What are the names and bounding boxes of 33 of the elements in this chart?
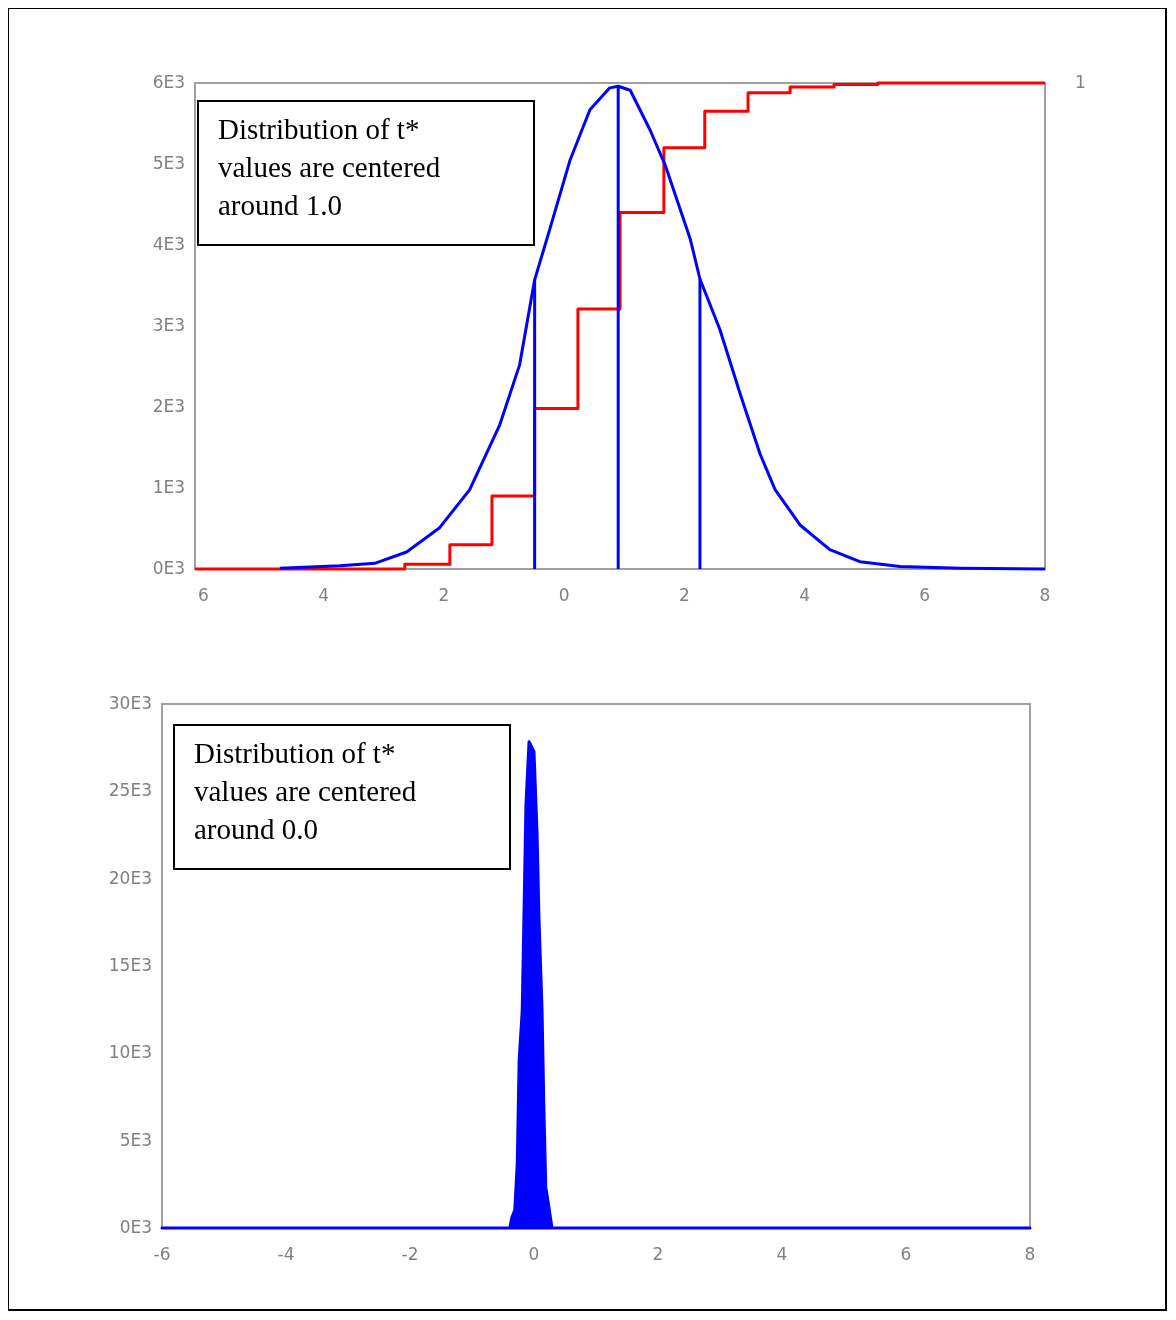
x-tick-label: 4 — [799, 585, 810, 605]
x-tick-label: 2 — [438, 585, 450, 605]
x-tick-label: 6 — [919, 585, 931, 605]
y-tick-label: 20E3 — [108, 867, 152, 888]
x-tick-label: 8 — [1039, 585, 1051, 605]
x-tick-label: 8 — [1024, 1244, 1036, 1264]
x-tick-label: 2 — [652, 1244, 664, 1264]
y-tick-label: 0E3 — [119, 1217, 152, 1237]
y-tick-label: 1E3 — [152, 477, 185, 497]
y-tick-label: 4E3 — [152, 234, 185, 254]
x-tick-label: 0 — [558, 585, 570, 605]
x-tick-label: 4 — [318, 585, 330, 605]
y-tick-label: 3E3 — [152, 315, 185, 335]
x-tick-label: -2 — [401, 1244, 419, 1264]
y-tick-label: 5E3 — [119, 1129, 152, 1150]
x-tick-label: 0 — [528, 1244, 540, 1264]
x-tick-label: 2 — [678, 585, 690, 605]
y-tick-label: 25E3 — [108, 780, 152, 801]
x-tick-label: -4 — [277, 1244, 295, 1264]
annotation: Distribution of t* values are centered around 0.0 — [194, 737, 417, 845]
y-tick-label: 5E3 — [152, 153, 185, 173]
x-tick-label: 6 — [198, 585, 209, 605]
y-tick-label: 2E3 — [152, 396, 185, 416]
annotation: Distribution of t* values are centered around 1.0 — [218, 113, 441, 221]
y-tick-label: 15E3 — [108, 955, 152, 975]
y-tick-label: 30E3 — [108, 693, 152, 713]
y-tick-label: 0E3 — [152, 558, 185, 578]
x-tick-label: -6 — [153, 1244, 171, 1264]
text: 1 — [1075, 72, 1086, 92]
y-tick-label: 10E3 — [108, 1042, 152, 1063]
y-tick-label: 6E3 — [152, 72, 185, 92]
x-tick-label: 4 — [776, 1244, 788, 1264]
x-tick-label: 6 — [900, 1244, 912, 1264]
